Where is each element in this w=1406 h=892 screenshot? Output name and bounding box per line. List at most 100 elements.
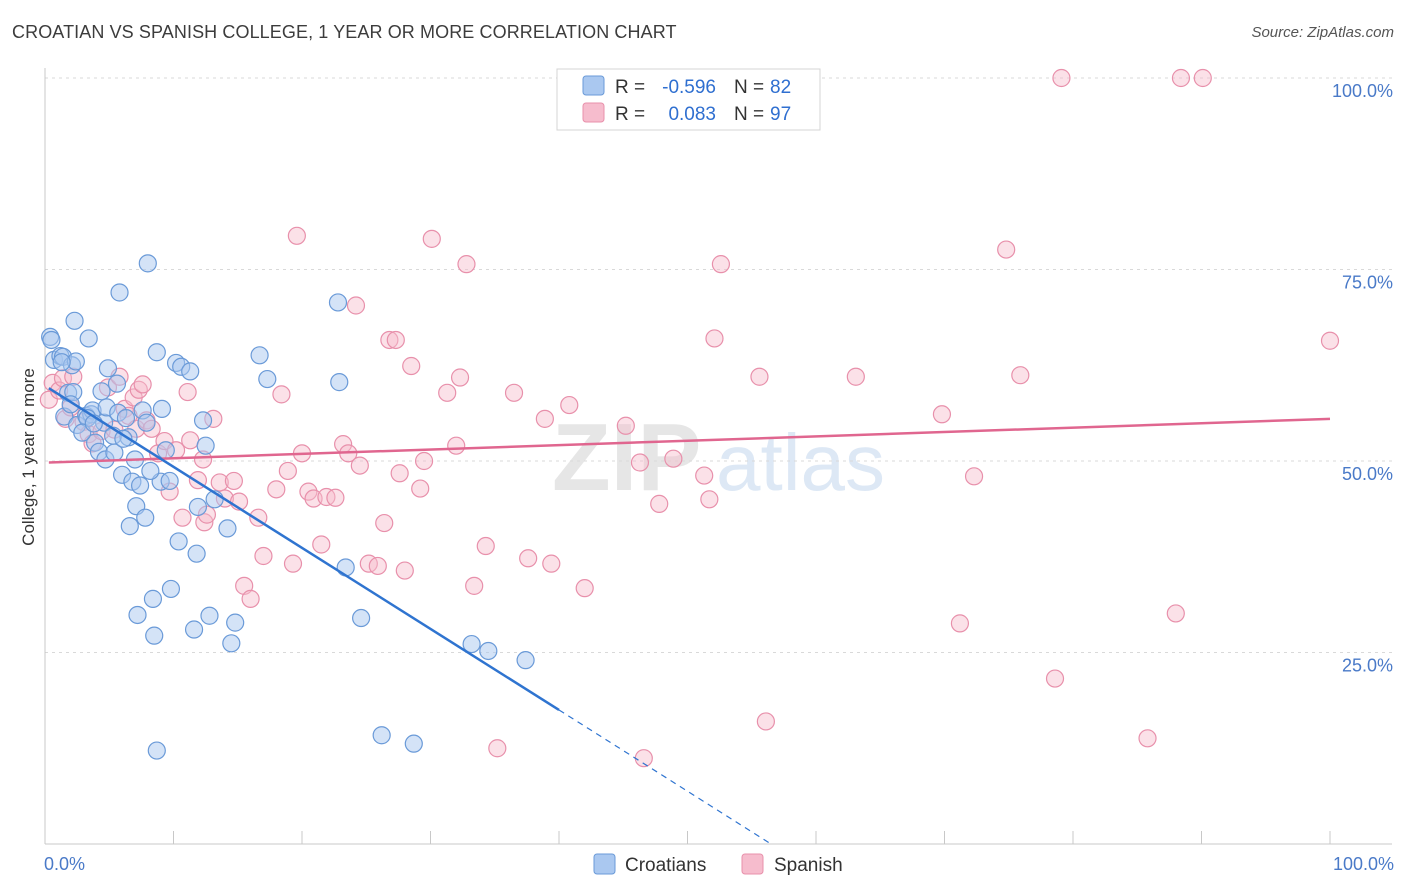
trend-lines	[48, 387, 1331, 845]
spanish-point	[650, 494, 669, 513]
croatians-point	[152, 399, 172, 419]
croatians-point	[226, 613, 245, 632]
spanish-point	[664, 449, 683, 468]
spanish-point	[535, 409, 554, 428]
spanish-point	[173, 508, 192, 527]
croatians-point	[188, 497, 208, 517]
spanish-point	[964, 467, 984, 486]
croatians-point	[110, 283, 129, 302]
croatians-point	[145, 626, 164, 645]
spanish-point	[224, 471, 243, 491]
legend: R = -0.596 N = 82 R = 0.083 N = 97	[556, 68, 821, 131]
legend-croatians-swatch	[582, 75, 605, 96]
bottom-legend-spanish-label: Spanish	[774, 855, 843, 876]
spanish-point	[560, 395, 579, 415]
spanish-point	[422, 229, 441, 248]
croatians-point	[181, 362, 200, 381]
spanish-point	[402, 356, 421, 376]
spanish-point	[1171, 68, 1191, 88]
spanish-point	[39, 390, 58, 409]
spanish-point	[272, 385, 291, 404]
chart-title: CROATIAN VS SPANISH COLLEGE, 1 YEAR OR M…	[12, 22, 677, 42]
croatians-trend-extension	[558, 709, 772, 845]
y-tick-label: 100.0%	[1332, 81, 1393, 101]
croatians-point	[161, 579, 181, 599]
croatians-point	[147, 741, 166, 760]
legend-croatians-n-label: N =	[734, 77, 764, 98]
spanish-point	[447, 436, 466, 455]
croatians-point	[193, 411, 213, 430]
spanish-point	[695, 466, 714, 485]
croatians-point	[92, 382, 111, 401]
y-tick-labels: 25.0% 50.0% 75.0% 100.0%	[1332, 81, 1393, 676]
spanish-point	[278, 461, 297, 481]
spanish-point	[1320, 331, 1340, 350]
croatians-point	[196, 436, 215, 455]
spanish-point	[414, 451, 434, 471]
spanish-point	[1045, 669, 1065, 688]
spanish-points	[39, 68, 1340, 768]
bottom-legend: Croatians Spanish	[593, 853, 843, 876]
spanish-point	[346, 296, 366, 315]
legend-spanish-n-value: 97	[770, 104, 791, 125]
legend-spanish-r-value: 0.083	[668, 104, 716, 125]
spanish-point	[375, 513, 394, 533]
croatians-point	[42, 330, 61, 350]
spanish-point	[181, 431, 200, 450]
spanish-point	[287, 226, 306, 245]
spanish-point	[1193, 68, 1212, 88]
bottom-legend-spanish-swatch	[741, 853, 764, 875]
spanish-point	[488, 739, 507, 758]
croatians-point	[65, 311, 84, 330]
croatians-point	[336, 558, 355, 577]
spanish-point	[1138, 729, 1157, 748]
spanish-point	[846, 367, 865, 386]
legend-croatians-n-value: 82	[770, 77, 791, 98]
croatians-point	[137, 413, 156, 432]
croatians-point	[184, 620, 204, 639]
croatians-point	[258, 369, 277, 389]
y-tick-label: 50.0%	[1342, 464, 1393, 484]
watermark-atlas: atlas	[716, 418, 885, 507]
spanish-point	[438, 383, 457, 402]
croatians-point	[107, 374, 127, 393]
croatians-point	[328, 293, 348, 312]
spanish-point	[254, 546, 273, 566]
spanish-point	[178, 382, 197, 402]
croatians-point	[160, 471, 179, 491]
spanish-point	[267, 480, 286, 499]
spanish-point	[700, 490, 719, 509]
croatians-point	[116, 409, 136, 428]
x-tick-label-min: 0.0%	[44, 854, 85, 874]
croatians-point	[462, 634, 481, 654]
spanish-point	[368, 556, 387, 576]
croatians-point	[479, 641, 498, 661]
spanish-point	[630, 453, 650, 472]
croatians-point	[114, 429, 133, 448]
y-tick-label: 25.0%	[1342, 656, 1393, 676]
spanish-point	[476, 536, 495, 556]
spanish-point	[395, 561, 414, 580]
croatians-point	[200, 606, 219, 625]
spanish-point	[133, 375, 152, 394]
spanish-point	[575, 579, 594, 598]
spanish-point	[411, 479, 430, 498]
croatians-point	[187, 544, 206, 563]
croatians-point	[404, 734, 423, 753]
spanish-point	[932, 405, 952, 424]
spanish-point	[711, 255, 731, 274]
spanish-point	[1011, 366, 1030, 385]
axes	[44, 68, 1392, 845]
spanish-point	[283, 554, 303, 573]
croatians-point	[218, 519, 237, 538]
croatians-point	[136, 508, 155, 527]
croatians-point	[79, 329, 98, 348]
legend-spanish-swatch	[582, 102, 605, 123]
spanish-point	[450, 368, 470, 387]
x-tick-label-max: 100.0%	[1333, 854, 1394, 874]
croatians-point	[147, 343, 166, 362]
spanish-point	[241, 589, 260, 608]
legend-croatians-r-value: -0.596	[662, 77, 716, 98]
croatians-point	[156, 441, 175, 460]
